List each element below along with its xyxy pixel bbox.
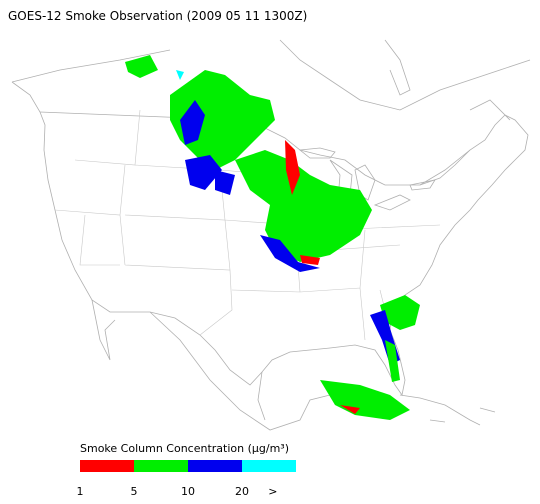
legend-title: Smoke Column Concentration (μg/m³) (80, 442, 289, 455)
smoke-patch (235, 150, 372, 262)
mexico (91, 299, 331, 431)
legend-swatch (188, 460, 242, 472)
smoke-patch (176, 70, 184, 80)
caribbean (399, 394, 496, 426)
legend-label: 1 (77, 485, 84, 498)
legend: Smoke Column Concentration (μg/m³) 1 5 10 2… (77, 442, 296, 498)
legend-label: 10 (181, 485, 195, 498)
smoke-patch (380, 295, 420, 330)
legend-swatch (242, 460, 296, 472)
smoke-patch (180, 100, 205, 145)
legend-label: 20 (235, 485, 249, 498)
smoke-areas (125, 55, 420, 420)
legend-label: > (268, 485, 277, 498)
smoke-patch (170, 70, 275, 170)
smoke-patch (185, 155, 222, 190)
coastline (11, 81, 529, 396)
smoke-patch (285, 140, 300, 195)
smoke-patch (215, 170, 235, 195)
smoke-patch (385, 340, 400, 382)
smoke-patch (300, 255, 320, 265)
legend-swatch (80, 460, 134, 472)
legend-swatch (134, 460, 188, 472)
smoke-patch (340, 405, 360, 414)
smoke-patch (320, 380, 410, 420)
canada-lines (11, 39, 531, 121)
smoke-patch (125, 55, 158, 78)
map-title: GOES-12 Smoke Observation (2009 05 11 13… (8, 9, 307, 23)
legend-label: 5 (131, 485, 138, 498)
smoke-patch (260, 235, 320, 272)
